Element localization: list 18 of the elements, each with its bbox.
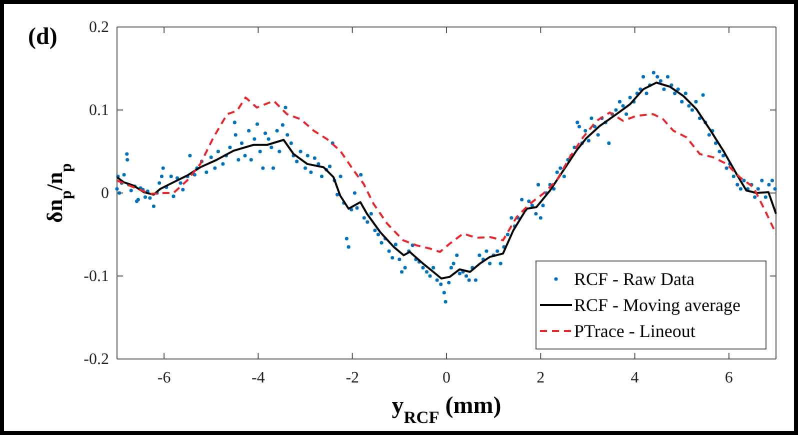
x-tick-label: 6 <box>724 369 733 386</box>
x-axis-title: y$_{RCF}$ (mm) <box>392 393 502 426</box>
x-tick-label: -2 <box>346 369 360 386</box>
legend-label: RCF - Moving average <box>574 295 740 315</box>
x-tick-label: -6 <box>157 369 171 386</box>
y-tick-label: -0.2 <box>84 351 109 368</box>
y-tick-label: -0.1 <box>84 268 109 286</box>
y-tick-label: 0 <box>101 185 109 202</box>
legend-label: PTrace - Lineout <box>574 321 696 341</box>
x-tick-label: 4 <box>630 369 639 386</box>
x-tick-label: 2 <box>536 369 545 386</box>
line-series <box>116 96 777 253</box>
x-tick-label: -4 <box>252 369 265 386</box>
text: (d) <box>28 24 58 50</box>
y-tick-label: 0.2 <box>89 19 109 36</box>
y-tick-label: 0.1 <box>89 102 109 120</box>
x-tick-label: 0 <box>442 369 450 386</box>
legend-label: RCF - Raw Data <box>574 269 694 289</box>
